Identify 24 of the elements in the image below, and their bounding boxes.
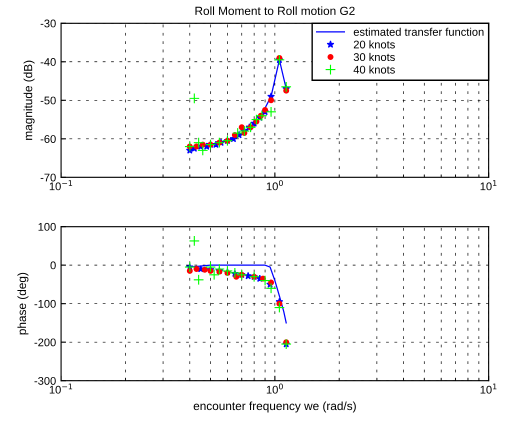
y-tick-label: -300 (34, 376, 56, 385)
x-tick-label: 10$^{0}$ (266, 180, 283, 190)
legend-label: estimated transfer function (354, 28, 484, 36)
legend-label: 40 knots (354, 65, 395, 74)
x-tick-label: 10$^{0}$ (266, 384, 283, 394)
x-tick-label: 10$^{−1}$ (50, 180, 72, 190)
y-tick-label: -30 (40, 20, 56, 28)
x-tick-label: 10$^{1}$ (480, 180, 496, 190)
x-axis-title: encounter frequency we (rad/s) (194, 401, 356, 412)
x-tick-label: 10$^{1}$ (480, 384, 496, 394)
legend-label: 20 knots (354, 40, 395, 48)
y-tick-label: -200 (34, 338, 56, 346)
y-axis-title: magnitude (dB) (24, 60, 35, 140)
legend-label: 30 knots (354, 52, 395, 62)
y-tick-label: -100 (34, 300, 56, 308)
y-tick-label: -60 (40, 135, 56, 143)
chart-title: Roll Moment to Roll motion G2 (195, 6, 355, 16)
y-axis-title: phase (deg) (17, 272, 28, 334)
y-tick-label: -70 (40, 174, 56, 182)
y-tick-label: -50 (40, 96, 56, 104)
x-tick-label: 10$^{−1}$ (50, 384, 72, 394)
y-tick-label: -40 (40, 58, 56, 66)
y-tick-label: 100 (38, 222, 56, 231)
y-tick-label: 0 (50, 261, 56, 270)
